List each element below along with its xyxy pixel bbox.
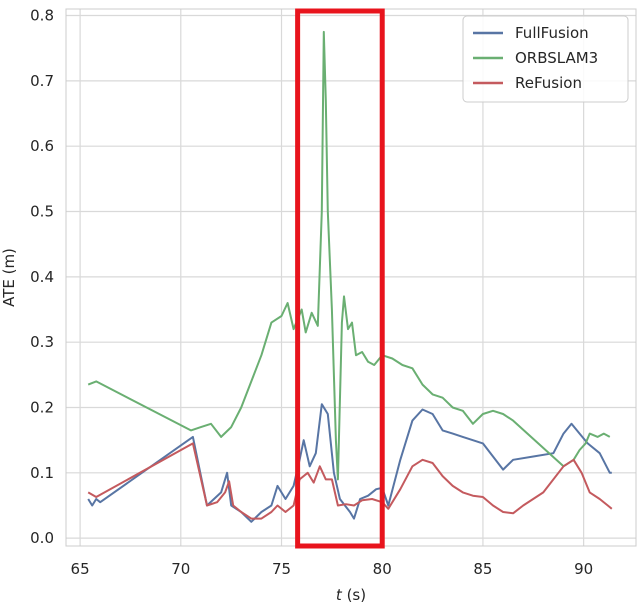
x-tick-label: 80: [373, 560, 392, 578]
x-tick-label: 85: [473, 560, 492, 578]
x-tick-label: 65: [71, 560, 90, 578]
x-tick-label: 90: [574, 560, 593, 578]
legend-label: FullFusion: [515, 24, 589, 42]
x-tick-label: 75: [272, 560, 291, 578]
grid: [66, 9, 636, 546]
y-tick-label: 0.6: [30, 137, 54, 155]
axis-labels: t (s) ATE (m): [0, 248, 366, 604]
y-tick-label: 0.5: [30, 203, 54, 221]
series-line-orbslam3: [87, 30, 611, 481]
y-tick-label: 0.3: [30, 333, 54, 351]
x-axis-label: t (s): [336, 586, 366, 604]
series-lines: [87, 30, 613, 523]
y-tick-label: 0.1: [30, 464, 54, 482]
legend-label: ReFusion: [515, 74, 582, 92]
highlight-box-layer: [295, 8, 385, 549]
highlight-box: [295, 8, 385, 549]
legend: FullFusion ORBSLAM3 ReFusion: [462, 15, 629, 103]
y-tick-label: 0.0: [30, 529, 54, 547]
legend-label: ORBSLAM3: [515, 49, 598, 67]
x-tick-label: 70: [171, 560, 190, 578]
y-tick-label: 0.8: [30, 7, 54, 25]
legend-box: [462, 15, 629, 103]
tick-labels: 65 70 75 80 85 90 0.0 0.1 0.2 0.3 0.4 0.5 0.6 0.7 0.8: [30, 7, 593, 578]
y-tick-label: 0.4: [30, 268, 54, 286]
y-tick-label: 0.2: [30, 399, 54, 417]
series-line-refusion: [87, 442, 613, 520]
y-axis-label: ATE (m): [0, 248, 18, 307]
y-tick-label: 0.7: [30, 72, 54, 90]
